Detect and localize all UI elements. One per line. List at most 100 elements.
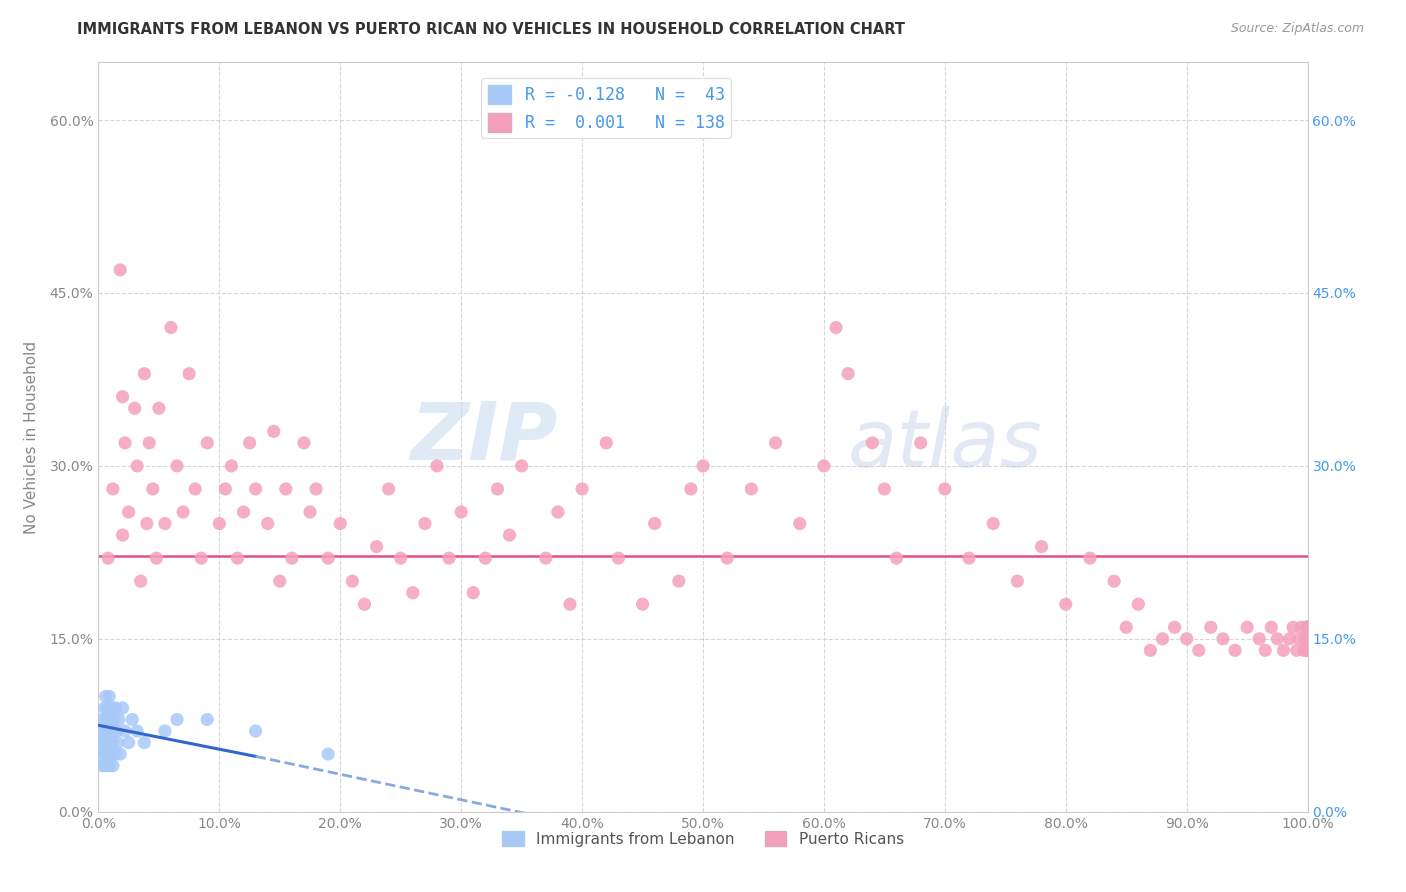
Point <box>153 516 176 531</box>
Point <box>1296 643 1319 657</box>
Point <box>1260 620 1282 634</box>
Point <box>740 482 762 496</box>
Point <box>108 713 131 727</box>
Point <box>245 724 267 739</box>
Point <box>98 690 121 704</box>
Point <box>316 747 339 761</box>
Point <box>329 516 352 531</box>
Point <box>100 701 122 715</box>
Point <box>450 505 472 519</box>
Point <box>1007 574 1029 589</box>
Point <box>292 435 315 450</box>
Point <box>1296 632 1319 646</box>
Point <box>94 747 117 761</box>
Point <box>1152 632 1174 646</box>
Point <box>426 458 449 473</box>
Point <box>765 435 787 450</box>
Point <box>101 724 124 739</box>
Point <box>837 367 859 381</box>
Point <box>93 758 115 772</box>
Point <box>571 482 593 496</box>
Point <box>957 551 980 566</box>
Point <box>153 724 176 739</box>
Point <box>1296 643 1319 657</box>
Point <box>305 482 328 496</box>
Point <box>111 528 134 542</box>
Point <box>91 747 114 761</box>
Point <box>94 690 117 704</box>
Point <box>1288 632 1310 646</box>
Point <box>1199 620 1222 634</box>
Point <box>195 435 218 450</box>
Point <box>1294 632 1316 646</box>
Point <box>789 516 811 531</box>
Text: ZIP: ZIP <box>411 398 558 476</box>
Point <box>1296 643 1319 657</box>
Point <box>108 263 131 277</box>
Point <box>1296 632 1319 646</box>
Point <box>118 505 141 519</box>
Y-axis label: No Vehicles in Household: No Vehicles in Household <box>24 341 38 533</box>
Point <box>226 551 249 566</box>
Point <box>166 713 188 727</box>
Point <box>91 724 114 739</box>
Point <box>558 597 581 611</box>
Point <box>1278 632 1301 646</box>
Point <box>1296 620 1319 634</box>
Point <box>366 540 388 554</box>
Point <box>631 597 654 611</box>
Point <box>97 701 120 715</box>
Point <box>138 435 160 450</box>
Point <box>692 458 714 473</box>
Point <box>1296 632 1319 646</box>
Point <box>208 516 231 531</box>
Point <box>1296 643 1319 657</box>
Point <box>107 735 129 749</box>
Point <box>668 574 690 589</box>
Point <box>214 482 236 496</box>
Point <box>644 516 666 531</box>
Point <box>90 735 112 749</box>
Point <box>91 713 114 727</box>
Point <box>1296 620 1319 634</box>
Point <box>1031 540 1053 554</box>
Point <box>679 482 702 496</box>
Point <box>934 482 956 496</box>
Point <box>1291 620 1313 634</box>
Point <box>100 735 122 749</box>
Point <box>269 574 291 589</box>
Point <box>1296 620 1319 634</box>
Point <box>160 320 183 334</box>
Point <box>607 551 630 566</box>
Point <box>342 574 364 589</box>
Point <box>1296 632 1319 646</box>
Point <box>111 390 134 404</box>
Point <box>142 482 165 496</box>
Point <box>124 401 146 416</box>
Point <box>595 435 617 450</box>
Point <box>813 458 835 473</box>
Point <box>105 724 128 739</box>
Point <box>299 505 322 519</box>
Point <box>1285 643 1308 657</box>
Point <box>1296 643 1319 657</box>
Point <box>98 758 121 772</box>
Point <box>172 505 194 519</box>
Point <box>221 458 243 473</box>
Point <box>179 367 201 381</box>
Point <box>184 482 207 496</box>
Point <box>1296 632 1319 646</box>
Point <box>1296 620 1319 634</box>
Point <box>134 367 156 381</box>
Point <box>1188 643 1211 657</box>
Point <box>353 597 375 611</box>
Point <box>100 747 122 761</box>
Point <box>93 735 115 749</box>
Point <box>1296 620 1319 634</box>
Point <box>1296 620 1319 634</box>
Point <box>114 435 136 450</box>
Point <box>281 551 304 566</box>
Point <box>1295 620 1317 634</box>
Point <box>1295 643 1317 657</box>
Point <box>1296 632 1319 646</box>
